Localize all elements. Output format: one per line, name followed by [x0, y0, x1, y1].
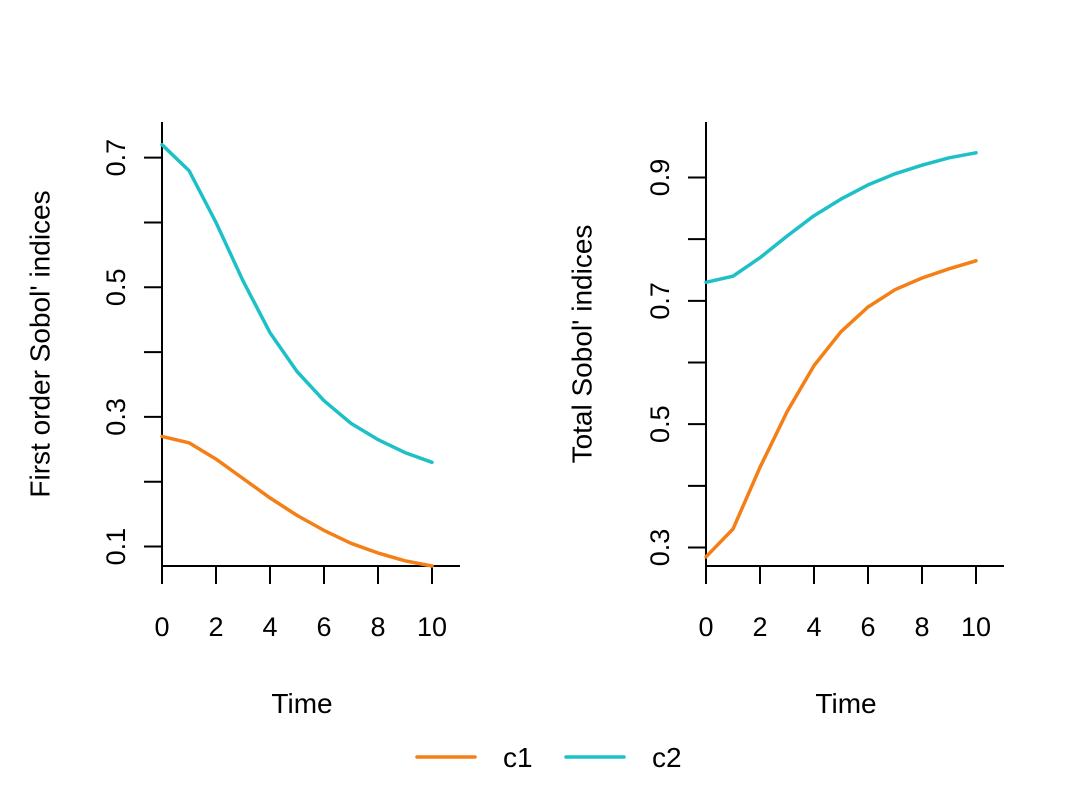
y-tick-label: 0.1 — [101, 528, 131, 566]
y-tick-label: 0.3 — [645, 529, 675, 567]
legend-label-c2: c2 — [652, 742, 682, 773]
y-tick-label: 0.7 — [101, 139, 131, 177]
y-tick-label: 0.5 — [101, 269, 131, 307]
series-line-c1 — [160, 434, 434, 568]
x-axis-title: Time — [815, 688, 876, 719]
x-tick-label: 10 — [961, 612, 991, 642]
x-tick-label: 8 — [370, 612, 385, 642]
x-tick-label: 0 — [698, 612, 713, 642]
y-axis-title: Total Sobol' indices — [567, 225, 598, 464]
x-tick-label: 2 — [208, 612, 223, 642]
x-tick-label: 8 — [914, 612, 929, 642]
legend: c1 c2 — [415, 742, 682, 773]
x-tick-label: 0 — [154, 612, 169, 642]
series-line-c2 — [704, 151, 978, 285]
x-tick-label: 4 — [262, 612, 277, 642]
x-tick-label: 10 — [417, 612, 447, 642]
y-tick-label: 0.5 — [645, 405, 675, 443]
series-line-c1 — [704, 259, 978, 559]
legend-label-c1: c1 — [503, 742, 533, 773]
series-line-c2 — [160, 142, 434, 465]
x-tick-label: 4 — [806, 612, 821, 642]
x-tick-label: 6 — [860, 612, 875, 642]
x-tick-label: 2 — [752, 612, 767, 642]
panel-total: 0.3 0.5 0.7 0.9 0 2 4 6 8 10 Time Total Sobol' indi… — [567, 122, 1004, 719]
x-tick-label: 6 — [316, 612, 331, 642]
y-tick-label: 0.9 — [645, 159, 675, 197]
y-tick-label: 0.3 — [101, 398, 131, 436]
panel-first-order: 0.1 0.3 0.5 0.7 0 2 4 6 8 10 Time First order Sobol… — [25, 122, 460, 719]
x-axis-title: Time — [271, 688, 332, 719]
y-tick-label: 0.7 — [645, 282, 675, 320]
y-axis-title: First order Sobol' indices — [25, 190, 56, 497]
